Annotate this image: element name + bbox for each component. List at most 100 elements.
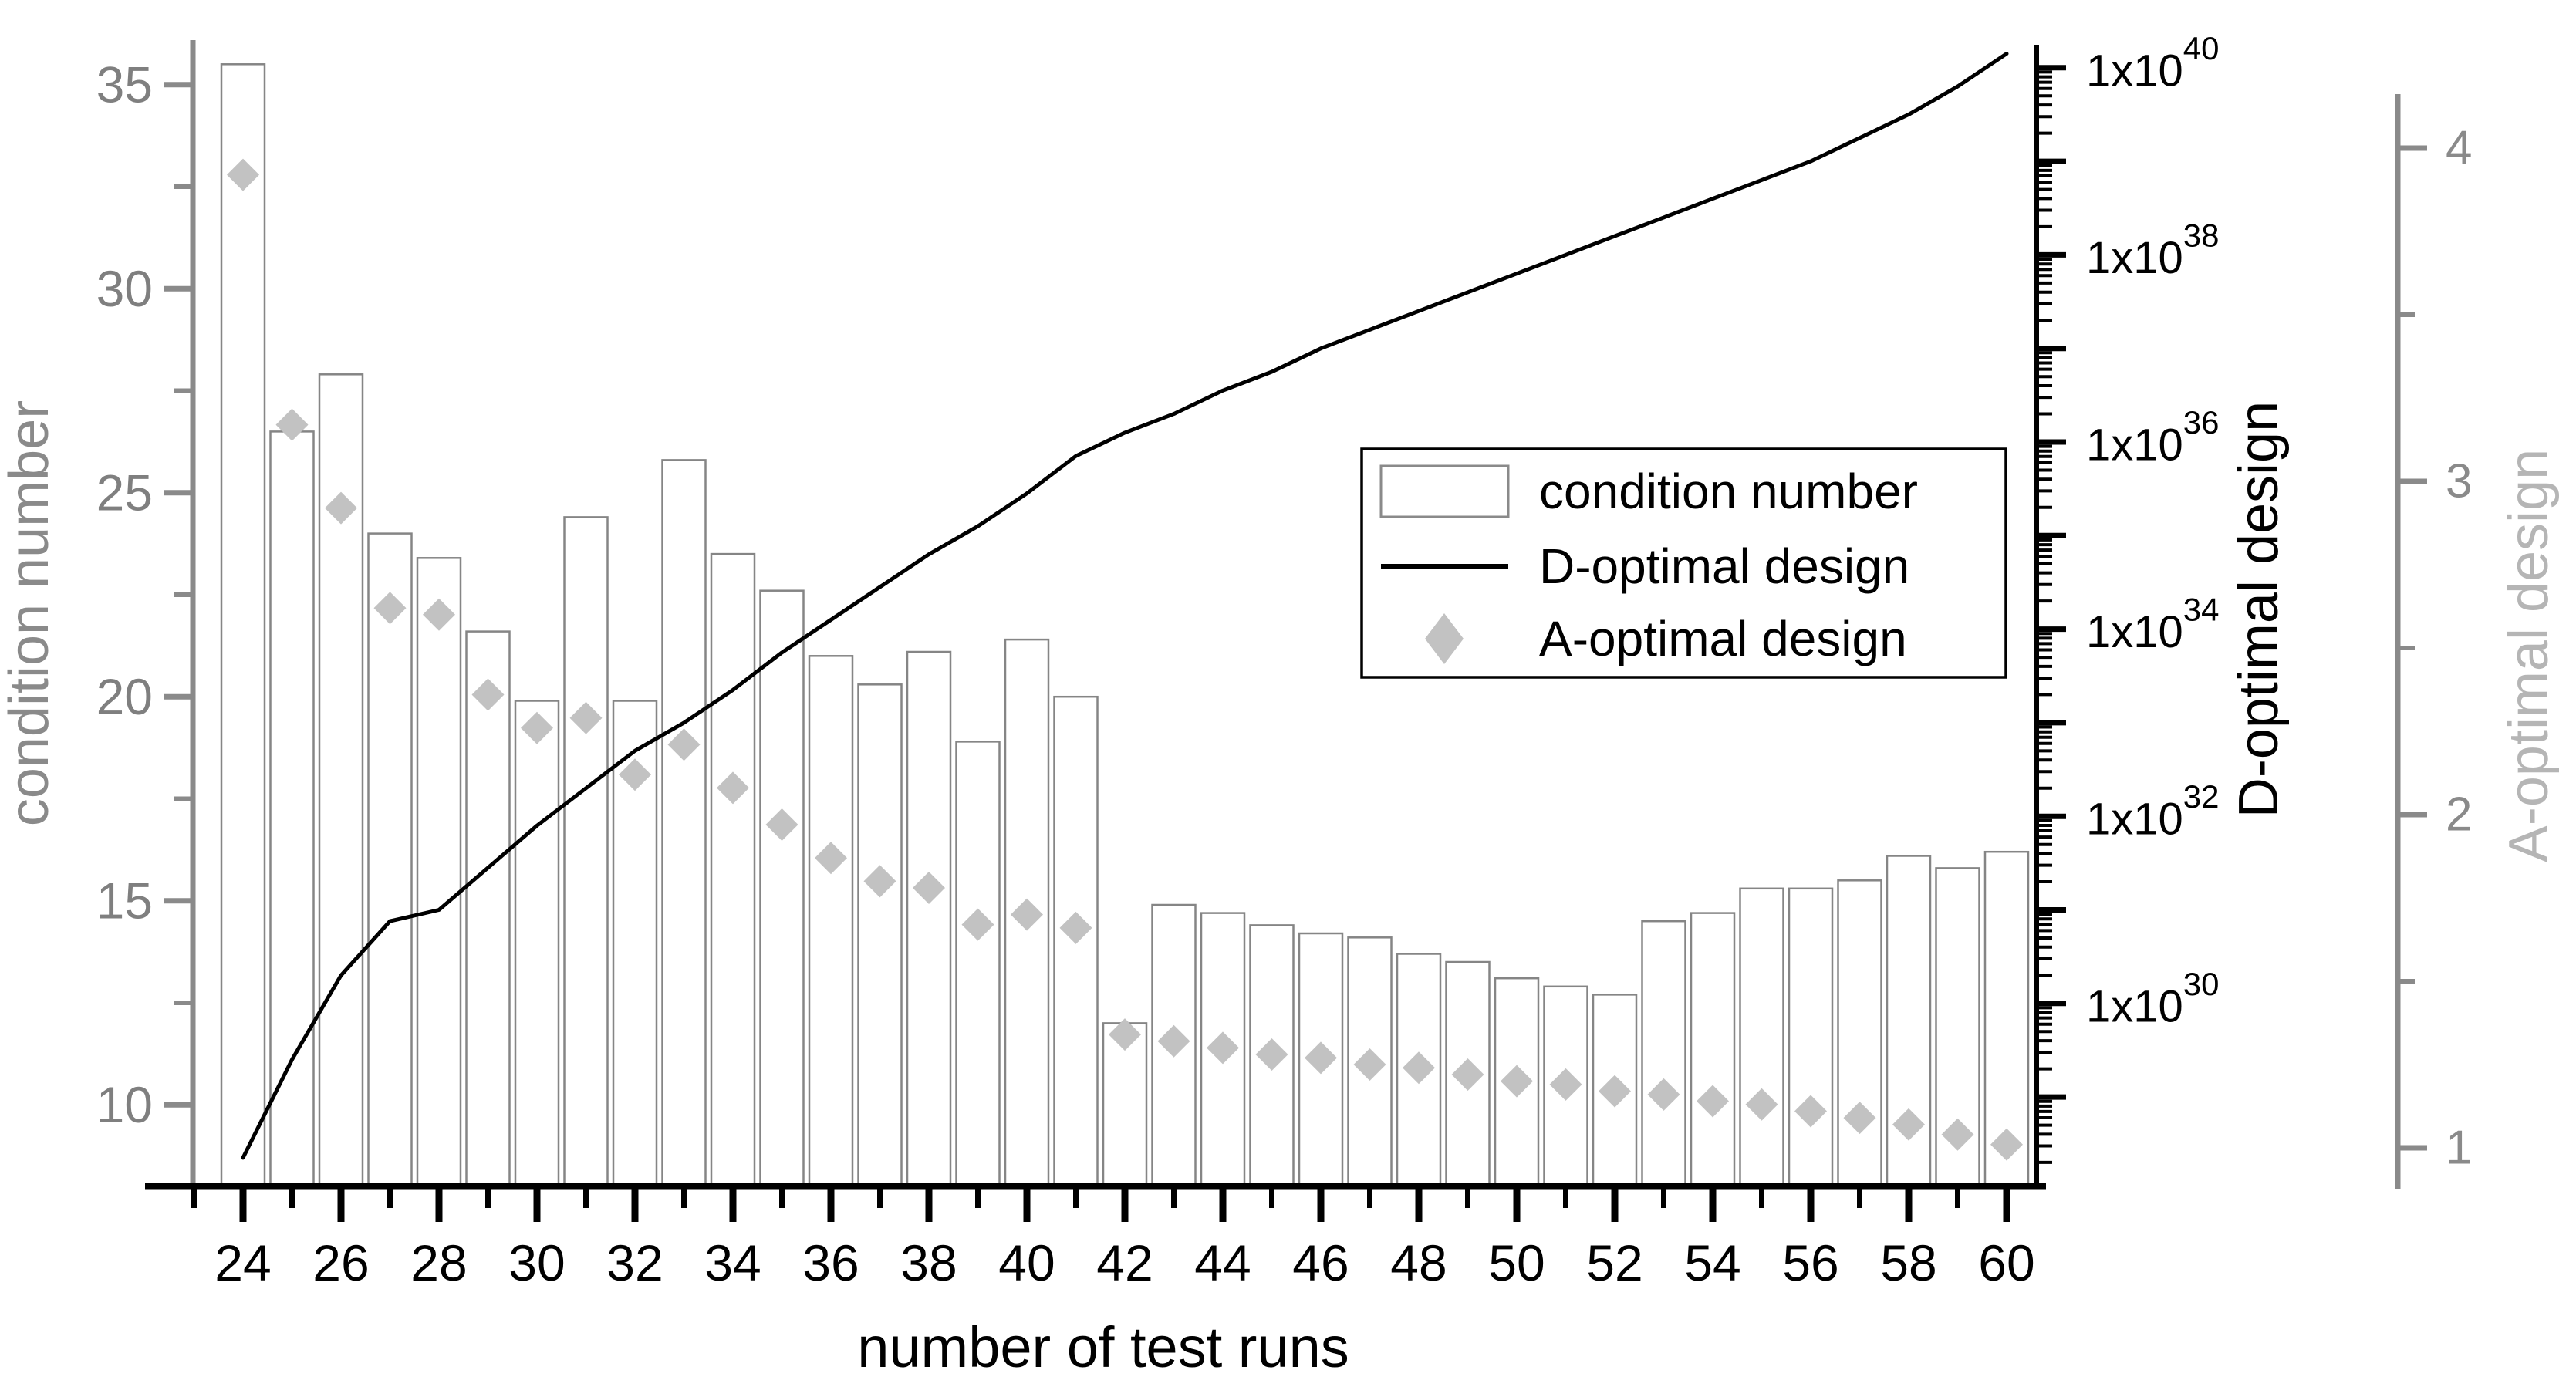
x-tick-label-46: 46 bbox=[1292, 1234, 1349, 1291]
bar-condition-number-34 bbox=[710, 552, 756, 1188]
line-series-d-optimal bbox=[241, 52, 2009, 1160]
a-optimal-diamond-34 bbox=[717, 771, 749, 805]
left-tick-label-15: 15 bbox=[96, 872, 153, 930]
bar-condition-number-36 bbox=[808, 655, 854, 1188]
left-axis-title: condition number bbox=[0, 400, 60, 826]
x-tick-label-36: 36 bbox=[802, 1234, 859, 1291]
legend: condition number D-optimal design A-opti… bbox=[1360, 447, 2007, 679]
x-tick-label-58: 58 bbox=[1880, 1234, 1936, 1291]
a-optimal-diamond-48 bbox=[1403, 1051, 1435, 1085]
bar-condition-number-27 bbox=[367, 532, 413, 1188]
x-tick-label-44: 44 bbox=[1194, 1234, 1251, 1291]
x-tick-label-42: 42 bbox=[1096, 1234, 1153, 1291]
bar-condition-number-33 bbox=[661, 459, 707, 1188]
x-tick-label-50: 50 bbox=[1488, 1234, 1545, 1291]
x-axis-test-runs: 24 26 28 30 32 34 36 38 40 42 44 46 48 50 52 54 56 58 60 bbox=[145, 1183, 2046, 1291]
d-tick-label-1e38: 1x1038 bbox=[2086, 217, 2220, 283]
left-axis-condition-number: 10 15 20 25 30 35 bbox=[96, 40, 196, 1189]
a-axis-title: A-optimal design bbox=[2498, 449, 2560, 862]
x-tick-label-26: 26 bbox=[312, 1234, 369, 1291]
d-tick-label-1e36: 1x1036 bbox=[2086, 404, 2220, 471]
x-axis-title: number of test runs bbox=[857, 1315, 1349, 1379]
a-optimal-diamond-24 bbox=[227, 158, 259, 191]
bar-condition-number-37 bbox=[857, 683, 903, 1188]
bar-condition-number-55 bbox=[1739, 887, 1784, 1188]
x-tick-label-30: 30 bbox=[508, 1234, 565, 1291]
a-optimal-diamond-43 bbox=[1157, 1024, 1190, 1058]
d-tick-label-1e32: 1x1032 bbox=[2086, 778, 2220, 845]
d-tick-label-1e34: 1x1034 bbox=[2086, 591, 2220, 657]
bar-condition-number-28 bbox=[416, 557, 462, 1188]
bar-condition-number-39 bbox=[955, 741, 1001, 1188]
a-optimal-diamond-51 bbox=[1549, 1068, 1582, 1101]
left-tick-label-35: 35 bbox=[96, 56, 153, 113]
a-optimal-diamond-50 bbox=[1501, 1065, 1533, 1098]
a-optimal-diamond-25 bbox=[275, 408, 309, 441]
a-optimal-diamond-44 bbox=[1207, 1031, 1239, 1065]
bar-condition-number-29 bbox=[465, 630, 511, 1188]
left-tick-label-25: 25 bbox=[96, 464, 153, 521]
bar-condition-number-35 bbox=[759, 589, 805, 1188]
a-optimal-diamond-60 bbox=[1990, 1128, 2023, 1161]
a-optimal-diamond-52 bbox=[1599, 1075, 1631, 1108]
x-tick-label-24: 24 bbox=[214, 1234, 271, 1291]
d-tick-exponent-34: 34 bbox=[2183, 591, 2220, 627]
a-optimal-diamond-26 bbox=[325, 491, 357, 525]
a-optimal-diamond-28 bbox=[423, 598, 455, 631]
bar-condition-number-24 bbox=[220, 63, 266, 1188]
legend-label-d-optimal: D-optimal design bbox=[1539, 538, 1909, 594]
a-optimal-diamond-38 bbox=[913, 872, 945, 904]
d-axis-title: D-optimal design bbox=[2228, 401, 2290, 818]
a-tick-label-2: 2 bbox=[2446, 788, 2472, 842]
a-optimal-diamond-42 bbox=[1109, 1018, 1141, 1051]
a-optimal-diamond-32 bbox=[619, 758, 651, 791]
a-optimal-diamond-47 bbox=[1353, 1048, 1386, 1081]
bar-condition-number-31 bbox=[563, 516, 609, 1188]
left-tick-label-10: 10 bbox=[96, 1076, 153, 1133]
far-right-axis-a-optimal: 4 3 2 1 bbox=[2395, 94, 2472, 1189]
right-axis-d-optimal-log: 1x1030 1x1032 1x1034 1x1036 1x1038 1x1040 bbox=[2034, 29, 2220, 1189]
x-tick-label-40: 40 bbox=[998, 1234, 1055, 1291]
d-tick-exponent-38: 38 bbox=[2183, 217, 2220, 253]
a-optimal-diamond-53 bbox=[1647, 1078, 1680, 1111]
a-optimal-diamond-31 bbox=[569, 701, 603, 734]
a-optimal-diamond-49 bbox=[1451, 1058, 1484, 1091]
legend-diamond-swatch bbox=[1425, 613, 1464, 664]
d-tick-exponent-32: 32 bbox=[2183, 778, 2220, 815]
a-optimal-diamond-55 bbox=[1745, 1088, 1778, 1121]
d-tick-label-1e30: 1x1030 bbox=[2086, 965, 2220, 1031]
x-tick-label-34: 34 bbox=[704, 1234, 761, 1291]
bar-condition-number-54 bbox=[1690, 912, 1736, 1188]
a-tick-label-1: 1 bbox=[2446, 1122, 2472, 1175]
bar-condition-number-25 bbox=[269, 430, 315, 1188]
bar-series-condition-number bbox=[220, 63, 2030, 1188]
a-optimal-diamond-36 bbox=[815, 842, 847, 875]
a-optimal-diamond-57 bbox=[1843, 1102, 1876, 1135]
a-optimal-diamond-33 bbox=[667, 728, 701, 761]
bar-condition-number-57 bbox=[1837, 879, 1882, 1188]
a-optimal-diamond-59 bbox=[1941, 1118, 1974, 1151]
legend-label-condition-number: condition number bbox=[1539, 464, 1918, 519]
x-tick-label-52: 52 bbox=[1586, 1234, 1642, 1291]
a-optimal-diamond-29 bbox=[471, 678, 505, 711]
a-optimal-diamond-39 bbox=[961, 908, 994, 941]
a-optimal-diamond-45 bbox=[1255, 1038, 1288, 1071]
bar-condition-number-56 bbox=[1788, 887, 1834, 1188]
d-tick-exponent-40: 40 bbox=[2183, 29, 2220, 66]
a-optimal-diamond-37 bbox=[863, 865, 896, 898]
a-optimal-diamond-35 bbox=[765, 808, 798, 841]
x-tick-label-32: 32 bbox=[606, 1234, 663, 1291]
bar-condition-number-30 bbox=[514, 700, 560, 1188]
bar-condition-number-38 bbox=[906, 650, 952, 1188]
bar-condition-number-53 bbox=[1641, 920, 1686, 1188]
a-optimal-diamond-58 bbox=[1892, 1108, 1925, 1141]
a-tick-label-4: 4 bbox=[2446, 122, 2472, 175]
a-tick-label-3: 3 bbox=[2446, 455, 2472, 508]
a-optimal-diamond-27 bbox=[373, 592, 407, 625]
d-tick-label-1e40: 1x1040 bbox=[2086, 29, 2220, 96]
d-tick-exponent-30: 30 bbox=[2183, 965, 2220, 1001]
x-tick-label-56: 56 bbox=[1782, 1234, 1838, 1291]
a-optimal-diamond-40 bbox=[1011, 898, 1043, 931]
a-optimal-diamond-54 bbox=[1697, 1085, 1729, 1118]
